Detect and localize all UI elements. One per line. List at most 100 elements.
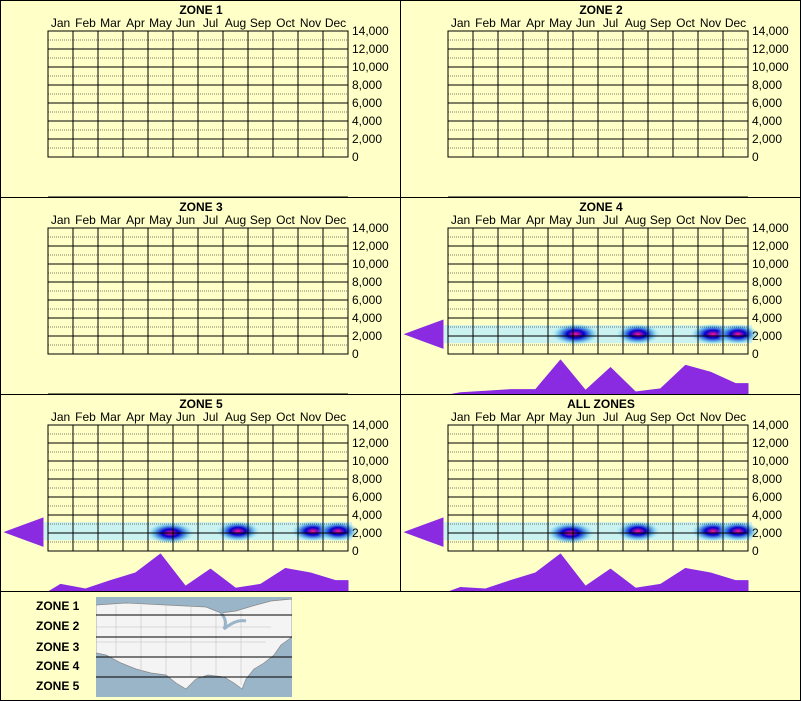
month-label-apr: Apr: [126, 410, 145, 424]
month-label-sep: Sep: [250, 213, 272, 227]
y-tick-label: 12,000: [752, 239, 789, 253]
y-tick-label: 2,000: [752, 526, 782, 540]
month-label-mar: Mar: [500, 16, 521, 30]
y-tick-label: 6,000: [352, 293, 382, 307]
legend-zone-3-label: ZONE 3: [36, 640, 80, 654]
elevation-distribution-area: [403, 319, 444, 349]
month-label-feb: Feb: [475, 410, 496, 424]
month-label-sep: Sep: [250, 410, 272, 424]
panel-title: ALL ZONES: [567, 397, 635, 411]
y-tick-label: 10,000: [752, 257, 789, 271]
y-tick-label: 4,000: [752, 311, 782, 325]
month-label-oct: Oct: [676, 213, 695, 227]
y-tick-label: 8,000: [352, 472, 382, 486]
panel-title: ZONE 1: [179, 3, 223, 17]
panel-title: ZONE 4: [579, 200, 623, 214]
month-label-jul: Jul: [203, 410, 218, 424]
us-map-icon: [96, 597, 292, 697]
month-label-may: May: [549, 16, 572, 30]
month-label-feb: Feb: [75, 16, 96, 30]
panel-zone-3: ZONE 3 Jan Feb Mar Apr May Jun Jul Aug Sep Oct Nov D…: [0, 197, 401, 395]
panel-zone-4: ZONE 4 Jan Feb Mar Apr May Jun Jul Aug Sep Oct Nov D…: [400, 197, 801, 395]
y-tick-label: 14,000: [752, 221, 789, 235]
y-tick-label: 4,000: [752, 508, 782, 522]
month-label-oct: Oct: [276, 410, 295, 424]
month-label-jun: Jun: [176, 410, 195, 424]
month-label-dec: Dec: [325, 410, 346, 424]
y-tick-label: 0: [752, 347, 759, 361]
month-label-aug: Aug: [625, 213, 646, 227]
month-label-jul: Jul: [603, 213, 618, 227]
y-tick-label: 10,000: [352, 454, 389, 468]
legend-zone-2-label: ZONE 2: [36, 619, 80, 633]
y-tick-label: 6,000: [352, 96, 382, 110]
month-label-nov: Nov: [700, 16, 721, 30]
elevation-distribution-area: [3, 517, 44, 547]
y-tick-label: 14,000: [752, 24, 789, 38]
month-label-apr: Apr: [126, 213, 145, 227]
month-label-jan: Jan: [451, 16, 470, 30]
month-label-apr: Apr: [526, 213, 545, 227]
month-label-aug: Aug: [225, 213, 246, 227]
y-tick-label: 2,000: [752, 132, 782, 146]
month-label-aug: Aug: [625, 410, 646, 424]
y-tick-label: 12,000: [352, 436, 389, 450]
month-label-oct: Oct: [276, 213, 295, 227]
y-tick-label: 0: [352, 150, 359, 164]
y-tick-label: 6,000: [752, 293, 782, 307]
month-label-mar: Mar: [100, 410, 121, 424]
month-label-may: May: [149, 16, 172, 30]
month-label-oct: Oct: [276, 16, 295, 30]
legend-zone-1-label: ZONE 1: [36, 599, 80, 613]
month-label-jun: Jun: [576, 410, 595, 424]
month-label-jun: Jun: [176, 213, 195, 227]
y-tick-label: 2,000: [352, 329, 382, 343]
month-label-apr: Apr: [126, 16, 145, 30]
month-label-dec: Dec: [725, 410, 746, 424]
month-label-nov: Nov: [700, 410, 721, 424]
y-tick-label: 4,000: [752, 114, 782, 128]
y-tick-label: 12,000: [752, 42, 789, 56]
y-tick-label: 10,000: [352, 257, 389, 271]
y-tick-label: 12,000: [752, 436, 789, 450]
month-distribution-area: [449, 553, 749, 591]
month-label-dec: Dec: [325, 16, 346, 30]
month-distribution-area: [450, 359, 749, 394]
month-label-jun: Jun: [576, 16, 595, 30]
y-tick-label: 8,000: [352, 275, 382, 289]
y-tick-label: 2,000: [352, 132, 382, 146]
month-label-dec: Dec: [725, 16, 746, 30]
month-label-mar: Mar: [100, 213, 121, 227]
y-tick-label: 6,000: [752, 96, 782, 110]
month-label-jan: Jan: [51, 410, 70, 424]
y-tick-label: 10,000: [352, 60, 389, 74]
month-label-may: May: [549, 410, 572, 424]
month-label-feb: Feb: [475, 16, 496, 30]
month-label-jan: Jan: [51, 213, 70, 227]
month-label-oct: Oct: [676, 410, 695, 424]
y-tick-label: 2,000: [752, 329, 782, 343]
panel-zone-2: ZONE 2 Jan Feb Mar Apr May Jun Jul Aug Sep Oct Nov D…: [400, 0, 801, 198]
month-label-aug: Aug: [225, 410, 246, 424]
heat-spot: [551, 323, 600, 346]
month-label-nov: Nov: [300, 16, 321, 30]
month-label-sep: Sep: [650, 213, 672, 227]
month-label-mar: Mar: [500, 410, 521, 424]
month-label-may: May: [149, 410, 172, 424]
legend-zone-5-label: ZONE 5: [36, 679, 80, 693]
y-tick-label: 12,000: [352, 42, 389, 56]
month-label-dec: Dec: [325, 213, 346, 227]
month-distribution-area: [48, 553, 349, 591]
month-label-jan: Jan: [51, 16, 70, 30]
panel-zone-5: ZONE 5 Jan Feb Mar Apr May Jun Jul Aug Sep Oct Nov D…: [0, 394, 401, 592]
y-tick-label: 4,000: [352, 508, 382, 522]
month-label-feb: Feb: [75, 213, 96, 227]
panel-title: ZONE 3: [179, 200, 223, 214]
y-tick-label: 8,000: [752, 275, 782, 289]
y-tick-label: 0: [752, 544, 759, 558]
heat-spot: [216, 520, 260, 542]
month-label-may: May: [549, 213, 572, 227]
y-tick-label: 14,000: [352, 418, 389, 432]
month-label-may: May: [149, 213, 172, 227]
